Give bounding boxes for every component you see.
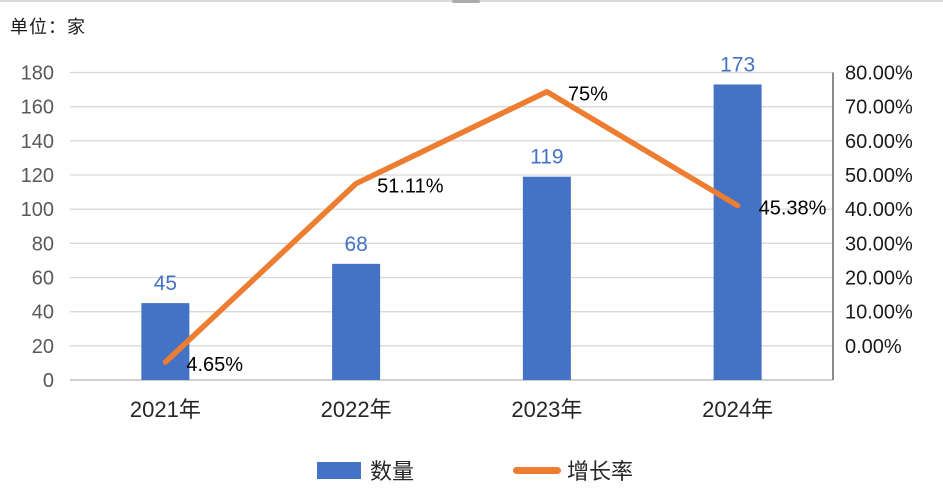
x-axis-label: 2023年 [511, 397, 582, 422]
bar-2022年 [332, 263, 381, 380]
left-axis-tick: 60 [32, 268, 54, 290]
growth-rate-line [162, 88, 741, 365]
x-axis-label: 2022年 [321, 397, 392, 422]
x-axis-label: 2021年 [130, 397, 201, 422]
legend-item-growth-rate: 增长率 [513, 458, 633, 484]
right-axis-tick: 0.00% [845, 336, 902, 358]
unit-label: 单位：家 [10, 17, 86, 37]
bar-2024年 [713, 84, 762, 380]
left-axis-tick: 100 [21, 199, 54, 221]
line-value-label: 51.11% [377, 176, 444, 198]
line-value-label: 4.65% [186, 354, 243, 376]
bar-2023年 [522, 176, 571, 380]
top-edge-handle [452, 0, 480, 3]
line-value-label: 75% [568, 84, 608, 106]
right-axis-tick: 80.00% [845, 63, 913, 85]
bar-value-label: 68 [344, 233, 367, 256]
left-axis-tick: 120 [21, 165, 54, 187]
right-axis-tick: 40.00% [845, 199, 913, 221]
right-axis-tick: 60.00% [845, 131, 913, 153]
right-axis-tick: 30.00% [845, 233, 913, 255]
bar-2021年 [141, 303, 190, 380]
left-axis-tick: 180 [21, 63, 54, 85]
right-axis-tick: 70.00% [845, 97, 913, 119]
right-axis-tick: 10.00% [845, 302, 913, 324]
legend-line-swatch-icon [513, 466, 561, 474]
legend-label-growth-rate: 增长率 [567, 459, 634, 484]
left-axis-tick: 80 [32, 233, 54, 255]
x-axis-label: 2024年 [702, 397, 773, 422]
bar-value-label: 173 [720, 53, 755, 76]
combo-chart: 180 80.00% 160 70.00% 140 60.00% 120 50.00% 100 4… [21, 53, 913, 422]
left-axis-tick: 40 [32, 302, 54, 324]
left-axis-tick: 0 [43, 370, 54, 392]
left-axis-tick: 140 [21, 131, 54, 153]
bar-value-label: 45 [154, 272, 177, 295]
left-axis-tick: 20 [32, 336, 54, 358]
right-axis-tick: 50.00% [845, 165, 913, 187]
right-axis-tick: 20.00% [845, 268, 913, 290]
line-value-label: 45.38% [759, 198, 827, 220]
legend-item-quantity: 数量 [317, 458, 414, 484]
bar-value-label: 119 [530, 146, 563, 169]
legend-bar-swatch-icon [317, 461, 361, 479]
left-axis-tick: 160 [21, 97, 54, 119]
legend-label-quantity: 数量 [370, 459, 415, 484]
chart-legend: 数量 增长率 [0, 458, 943, 488]
